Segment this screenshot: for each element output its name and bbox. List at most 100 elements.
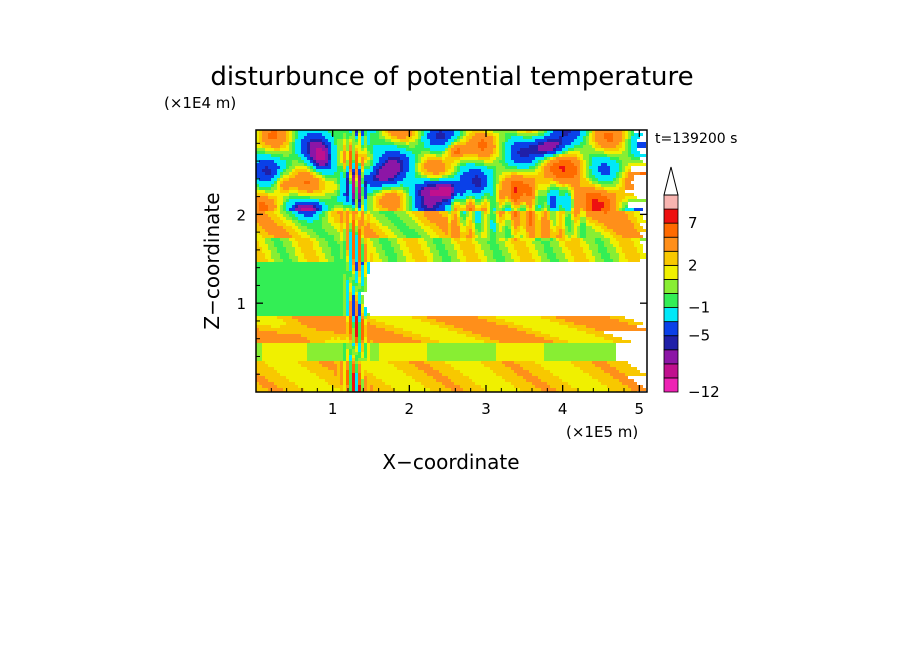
- field-cell: [349, 154, 352, 157]
- field-cell: [556, 316, 610, 319]
- field-cell: [334, 337, 337, 340]
- field-cell: [343, 169, 346, 172]
- field-cell: [352, 244, 355, 247]
- field-cell: [388, 157, 400, 160]
- field-cell: [436, 223, 448, 226]
- field-cell: [259, 202, 265, 205]
- field-cell: [445, 151, 448, 154]
- field-cell: [625, 253, 640, 256]
- field-cell: [277, 205, 280, 208]
- field-cell: [280, 190, 289, 193]
- field-cell: [364, 169, 373, 172]
- field-cell: [268, 379, 289, 382]
- field-cell: [343, 310, 346, 313]
- field-cell: [364, 247, 367, 250]
- field-cell: [355, 169, 358, 172]
- field-cell: [445, 205, 451, 208]
- field-cell: [388, 235, 397, 238]
- field-cell: [331, 247, 340, 250]
- field-cell: [592, 217, 628, 220]
- field-cell: [427, 244, 436, 247]
- field-cell: [364, 289, 367, 292]
- field-cell: [523, 202, 526, 205]
- field-cell: [298, 154, 304, 157]
- field-cell: [460, 217, 463, 220]
- field-cell: [616, 199, 622, 202]
- field-cell: [481, 181, 487, 184]
- field-cell: [511, 214, 514, 217]
- field-cell: [382, 184, 400, 187]
- field-cell: [628, 148, 631, 151]
- field-cell: [565, 193, 568, 196]
- field-cell: [559, 166, 565, 169]
- field-cell: [361, 190, 364, 193]
- field-cell: [502, 220, 505, 223]
- field-cell: [337, 187, 340, 190]
- field-cell: [499, 340, 553, 343]
- field-cell: [367, 142, 370, 145]
- field-cell: [634, 244, 643, 247]
- field-cell: [256, 235, 262, 238]
- field-cell: [283, 187, 289, 190]
- field-cell: [610, 199, 616, 202]
- field-cell: [433, 229, 442, 232]
- field-cell: [316, 238, 325, 241]
- field-cell: [565, 220, 571, 223]
- field-cell: [379, 235, 388, 238]
- field-cell: [565, 226, 568, 229]
- field-cell: [286, 136, 289, 139]
- field-cell: [265, 361, 298, 364]
- field-cell: [499, 193, 511, 196]
- field-cell: [484, 226, 487, 229]
- field-cell: [541, 217, 547, 220]
- field-cell: [550, 211, 556, 214]
- field-cell: [286, 205, 292, 208]
- field-cell: [286, 202, 295, 205]
- field-cell: [604, 223, 634, 226]
- field-cell: [592, 226, 601, 229]
- field-cell: [346, 220, 349, 223]
- field-cell: [346, 211, 349, 214]
- field-cell: [301, 142, 307, 145]
- field-cell: [469, 211, 472, 214]
- field-cell: [334, 370, 337, 373]
- field-cell: [442, 175, 448, 178]
- field-cell: [343, 154, 346, 157]
- field-cell: [547, 163, 553, 166]
- field-cell: [361, 193, 364, 196]
- field-cell: [481, 247, 490, 250]
- field-cell: [349, 244, 352, 247]
- field-cell: [442, 241, 451, 244]
- field-cell: [295, 151, 301, 154]
- field-cell: [283, 196, 289, 199]
- field-cell: [259, 130, 262, 133]
- field-cell: [469, 214, 472, 217]
- field-cell: [616, 205, 619, 208]
- field-cell: [547, 202, 550, 205]
- field-cell: [565, 244, 580, 247]
- field-cell: [517, 190, 532, 193]
- field-cell: [256, 298, 343, 301]
- field-cell: [463, 211, 466, 214]
- field-cell: [550, 196, 556, 199]
- field-cell: [469, 223, 472, 226]
- field-cell: [355, 199, 358, 202]
- field-cell: [577, 166, 580, 169]
- field-cell: [382, 187, 391, 190]
- field-cell: [256, 265, 346, 268]
- field-cell: [595, 259, 604, 262]
- field-cell: [307, 133, 322, 136]
- field-cell: [361, 337, 364, 340]
- field-cell: [280, 325, 307, 328]
- field-cell: [346, 364, 349, 367]
- field-cell: [331, 166, 337, 169]
- field-cell: [307, 145, 310, 148]
- field-cell: [349, 379, 352, 382]
- field-cell: [490, 244, 499, 247]
- field-cell: [499, 187, 502, 190]
- field-cell: [439, 226, 448, 229]
- field-cell: [349, 187, 352, 190]
- field-cell: [622, 163, 628, 166]
- field-cell: [424, 238, 433, 241]
- field-cell: [547, 193, 559, 196]
